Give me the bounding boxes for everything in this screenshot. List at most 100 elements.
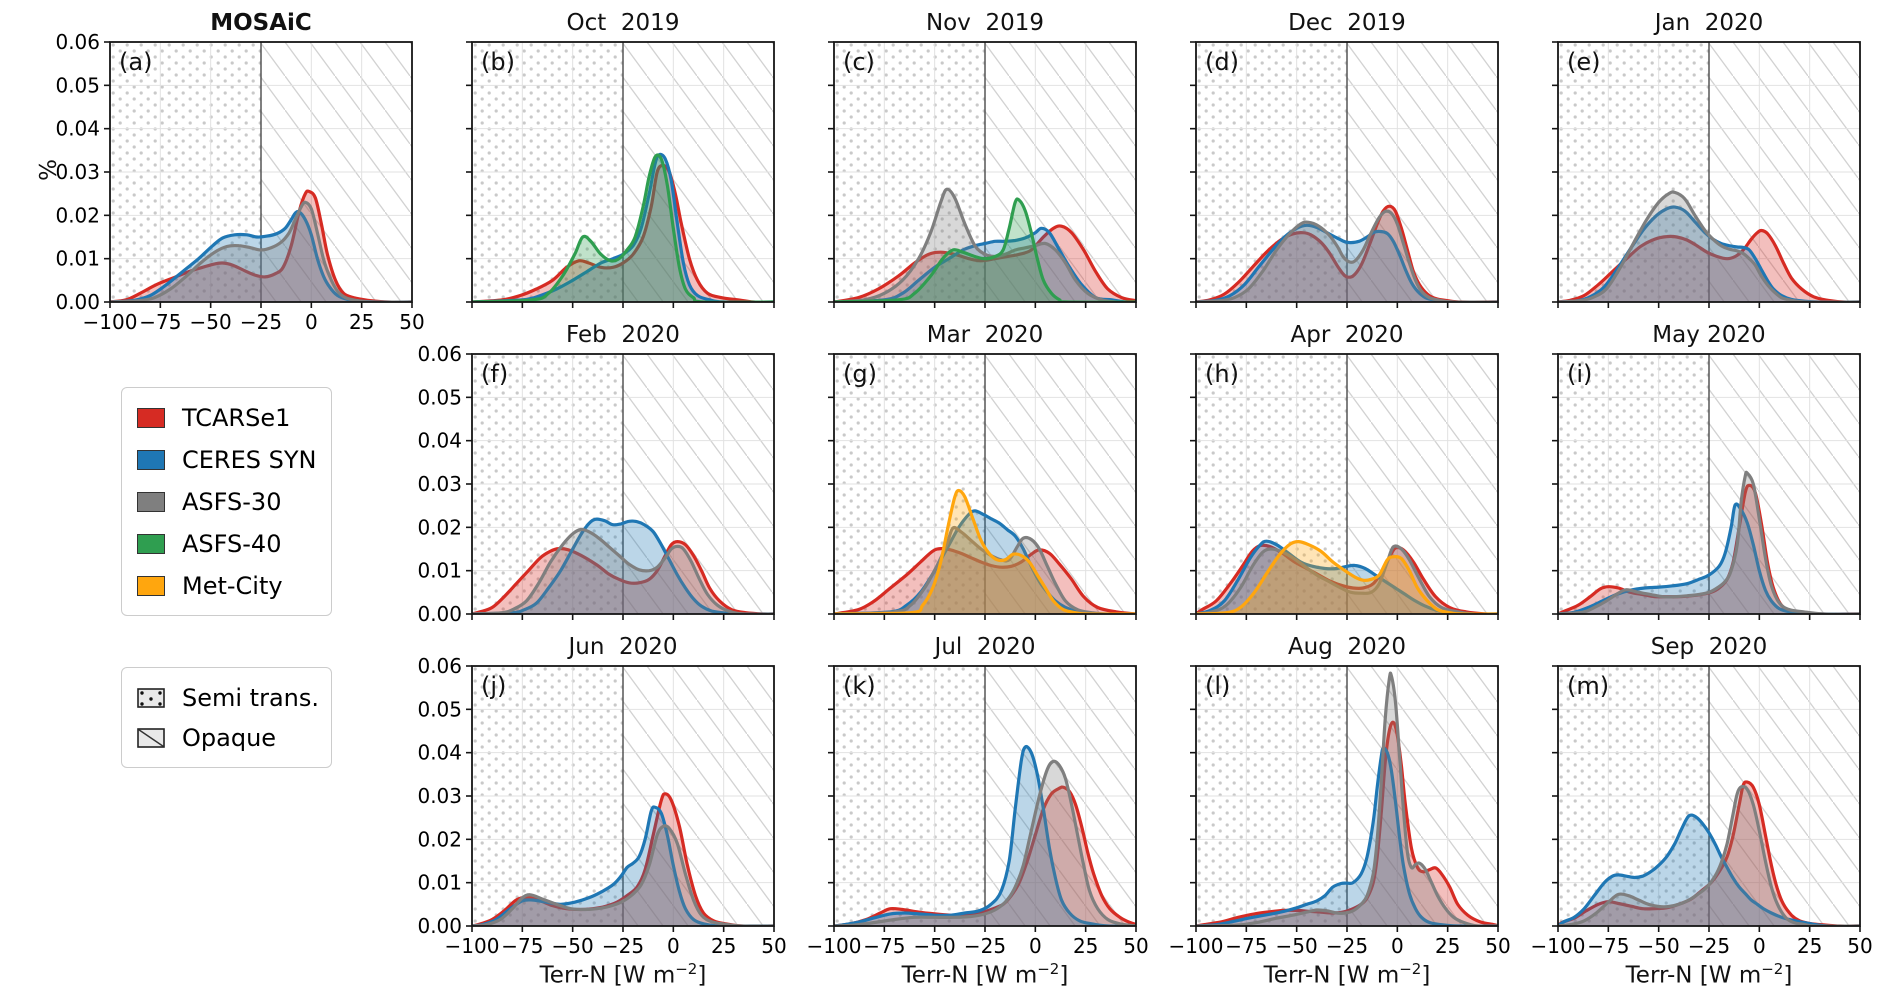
svg-text:(j): (j) [481,672,506,700]
svg-text:−25: −25 [240,310,282,334]
plot-area-i: (i) [1552,353,1861,620]
svg-text:−25: −25 [964,934,1006,958]
svg-text:(d): (d) [1205,48,1239,76]
series-legend: TCARSe1 CERES SYN ASFS-30 ASFS-40 Met-Ci… [121,387,332,616]
legend-label: Semi trans. [182,683,320,712]
svg-text:(h): (h) [1205,360,1239,388]
plot-area-d: (d) [1190,41,1499,308]
x-axis-label: Terr-N [W m−2] [539,960,707,989]
svg-text:0.05: 0.05 [55,73,100,97]
subplot-f: Feb 2020 0.00 0.01 0.02 0.03 0.04 0.05 0.06 (f) [417,322,775,626]
met-city-color-swatch-icon [137,575,165,596]
svg-text:−50: −50 [1638,934,1680,958]
svg-text:0.04: 0.04 [55,117,100,141]
subplot-title-jul-2020: Jul 2020 [934,634,1036,660]
plot-area-h: (h) [1190,353,1499,620]
opaque-pattern-icon [137,727,165,748]
legend-label: CERES SYN [182,445,317,474]
plot-area-l: −100 −75 −50 −25 0 25 50 (l) [1169,665,1511,958]
subplot-title-nov-2019: Nov 2019 [925,10,1045,36]
svg-text:−25: −25 [1688,934,1730,958]
svg-text:0.01: 0.01 [417,871,462,895]
svg-text:0.01: 0.01 [417,559,462,583]
subplot-title-mar-2020: Mar 2020 [926,322,1044,348]
subplot-d: Dec 2019 (d) [1190,10,1499,308]
plot-area-j: −100 −75 −50 −25 0 25 50 0.00 0.01 0.02 0.03 0.04 0.… [417,654,786,958]
legend-item-ceres-syn: CERES SYN [137,446,319,474]
svg-text:−50: −50 [190,310,232,334]
svg-text:0.04: 0.04 [417,741,462,765]
svg-text:−100: −100 [1531,934,1586,958]
subplot-l: Aug 2020 −100 −75 −50 −25 0 25 50 (l) Terr-N [W… [1169,634,1511,989]
svg-text:(m): (m) [1567,672,1609,700]
svg-text:(f): (f) [481,360,508,388]
svg-text:−50: −50 [552,934,594,958]
subplot-title-jan-2020: Jan 2020 [1654,10,1764,36]
svg-text:25: 25 [349,310,374,334]
plot-area-a: −100 −75 −50 −25 0 25 50 0.00 0.01 0.02 0.03 0.04 0.… [55,30,424,334]
svg-text:50: 50 [1847,934,1872,958]
pattern-legend: Semi trans. Opaque [121,667,332,768]
svg-text:−25: −25 [1326,934,1368,958]
svg-text:−50: −50 [1276,934,1318,958]
svg-text:−75: −75 [863,934,905,958]
svg-text:0.03: 0.03 [55,160,100,184]
subplot-title-oct-2019: Oct 2019 [566,10,680,36]
svg-text:0.00: 0.00 [55,290,100,314]
svg-text:0: 0 [1753,934,1766,958]
legend-item-asfs-40: ASFS-40 [137,530,319,558]
svg-text:0.04: 0.04 [417,429,462,453]
asfs-30-color-swatch-icon [137,491,165,512]
subplot-title-mosaic: MOSAiC [210,10,312,36]
legend-label: ASFS-30 [182,487,282,516]
subplot-b: Oct 2019 (b) [466,10,775,308]
plot-area-c: (c) [828,41,1137,308]
svg-text:−50: −50 [914,934,956,958]
x-axis-label: Terr-N [W m−2] [1263,960,1431,989]
svg-text:0.06: 0.06 [55,30,100,54]
svg-text:0.02: 0.02 [55,203,100,227]
svg-text:(c): (c) [843,48,875,76]
svg-text:(a): (a) [119,48,152,76]
subplot-m: Sep 2020 −100 −75 −50 −25 0 25 50 (m) Terr-N [W… [1531,634,1873,989]
legend-label: TCARSe1 [182,403,291,432]
svg-text:0: 0 [667,934,680,958]
semi-trans-pattern-icon [137,687,165,708]
svg-text:−100: −100 [1169,934,1224,958]
svg-text:50: 50 [1123,934,1148,958]
svg-text:−75: −75 [501,934,543,958]
svg-text:0.01: 0.01 [55,247,100,271]
svg-text:−100: −100 [445,934,500,958]
legend-item-tcarse1: TCARSe1 [137,404,319,432]
svg-text:0.06: 0.06 [417,342,462,366]
svg-text:25: 25 [711,934,736,958]
svg-text:0.03: 0.03 [417,472,462,496]
svg-text:25: 25 [1435,934,1460,958]
svg-text:−100: −100 [83,310,138,334]
svg-text:−75: −75 [1587,934,1629,958]
legend-label: Opaque [182,723,277,752]
svg-text:0.02: 0.02 [417,827,462,851]
plot-area-e: (e) [1552,41,1861,308]
plot-area-m: −100 −75 −50 −25 0 25 50 (m) [1531,665,1873,958]
subplot-title-dec-2019: Dec 2019 [1288,10,1406,36]
svg-text:0: 0 [1029,934,1042,958]
subplot-g: Mar 2020 (g) [828,322,1137,620]
svg-text:−25: −25 [602,934,644,958]
legend-label: ASFS-40 [182,529,282,558]
svg-text:(e): (e) [1567,48,1601,76]
svg-text:0.06: 0.06 [417,654,462,678]
plot-area-f: 0.00 0.01 0.02 0.03 0.04 0.05 0.06 (f) [417,342,775,626]
svg-text:50: 50 [399,310,424,334]
svg-text:(l): (l) [1205,672,1230,700]
svg-text:50: 50 [1485,934,1510,958]
plot-area-k: −100 −75 −50 −25 0 25 50 (k) [807,665,1149,958]
svg-text:25: 25 [1073,934,1098,958]
svg-text:(b): (b) [481,48,515,76]
legend-item-asfs-30: ASFS-30 [137,488,319,516]
subplot-h: Apr 2020 (h) [1190,322,1499,620]
svg-text:50: 50 [761,934,786,958]
asfs-40-color-swatch-icon [137,533,165,554]
subplot-title-feb-2020: Feb 2020 [566,322,680,348]
